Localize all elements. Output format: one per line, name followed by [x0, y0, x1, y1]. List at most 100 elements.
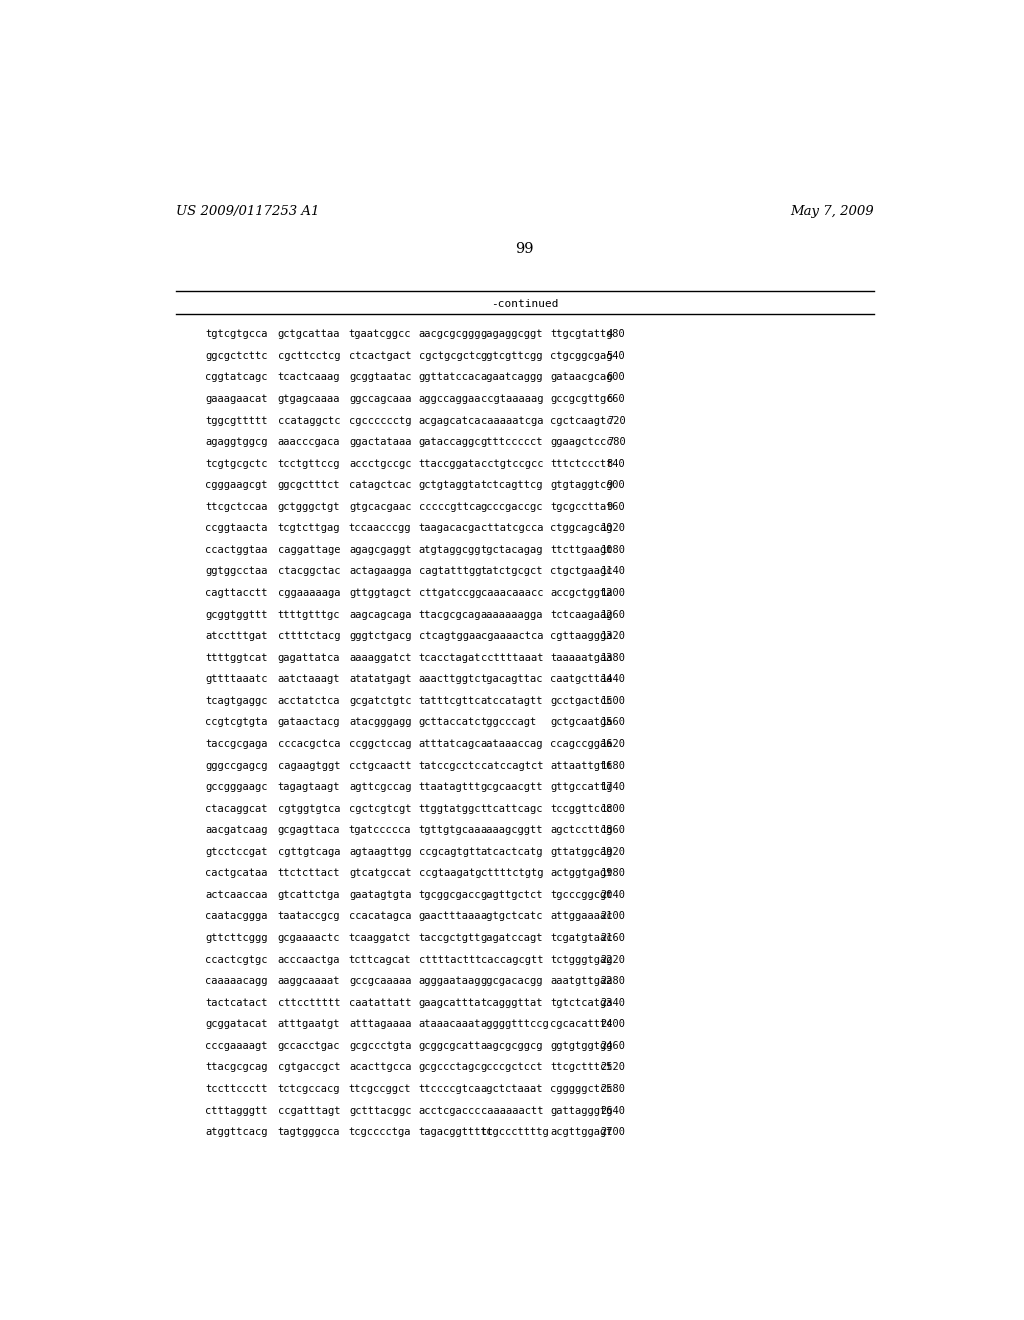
Text: ctacggctac: ctacggctac	[278, 566, 340, 577]
Text: tcctgttccg: tcctgttccg	[278, 459, 340, 469]
Text: ccgcagtgtt: ccgcagtgtt	[419, 847, 481, 857]
Text: gccacctgac: gccacctgac	[278, 1040, 340, 1051]
Text: gaatagtgta: gaatagtgta	[349, 890, 412, 900]
Text: atcactcatg: atcactcatg	[480, 847, 543, 857]
Text: tcgatgtaac: tcgatgtaac	[550, 933, 613, 942]
Text: agaatcaggg: agaatcaggg	[480, 372, 543, 383]
Text: gcccgaccgc: gcccgaccgc	[480, 502, 543, 512]
Text: aaaagcggtt: aaaagcggtt	[480, 825, 543, 836]
Text: actggtgagt: actggtgagt	[550, 869, 613, 878]
Text: ccacatagca: ccacatagca	[349, 911, 412, 921]
Text: gctgggctgt: gctgggctgt	[278, 502, 340, 512]
Text: ctacaggcat: ctacaggcat	[206, 804, 268, 813]
Text: attggaaaac: attggaaaac	[550, 911, 613, 921]
Text: gcggcgcatt: gcggcgcatt	[419, 1040, 481, 1051]
Text: ccttttaaat: ccttttaaat	[480, 653, 543, 663]
Text: gaagcattta: gaagcattta	[419, 998, 481, 1007]
Text: aggggtttccg: aggggtttccg	[480, 1019, 549, 1030]
Text: atccatagtt: atccatagtt	[480, 696, 543, 706]
Text: cgggggctcc: cgggggctcc	[550, 1084, 613, 1094]
Text: ggccagcaaa: ggccagcaaa	[349, 395, 412, 404]
Text: atgtaggcgg: atgtaggcgg	[419, 545, 481, 554]
Text: ttctcttact: ttctcttact	[278, 869, 340, 878]
Text: gctttacggc: gctttacggc	[349, 1106, 412, 1115]
Text: cgcacatttc: cgcacatttc	[550, 1019, 613, 1030]
Text: 1560: 1560	[600, 718, 626, 727]
Text: tcgtcttgag: tcgtcttgag	[278, 524, 340, 533]
Text: tgtctcatga: tgtctcatga	[550, 998, 613, 1007]
Text: 1200: 1200	[600, 589, 626, 598]
Text: ccggctccag: ccggctccag	[349, 739, 412, 748]
Text: tcgtgcgctc: tcgtgcgctc	[206, 459, 268, 469]
Text: tggcgttttt: tggcgttttt	[206, 416, 268, 425]
Text: ctcactgact: ctcactgact	[349, 351, 412, 360]
Text: cttttctacg: cttttctacg	[278, 631, 340, 642]
Text: gtcctccgat: gtcctccgat	[206, 847, 268, 857]
Text: gttatggcag: gttatggcag	[550, 847, 613, 857]
Text: ggttatccac: ggttatccac	[419, 372, 481, 383]
Text: gctgcaatga: gctgcaatga	[550, 718, 613, 727]
Text: tatttcgttc: tatttcgttc	[419, 696, 481, 706]
Text: atttgaatgt: atttgaatgt	[278, 1019, 340, 1030]
Text: ttgcgtattg: ttgcgtattg	[550, 330, 613, 339]
Text: ccgatttagt: ccgatttagt	[278, 1106, 340, 1115]
Text: ggcgacacgg: ggcgacacgg	[480, 977, 543, 986]
Text: ttaccggata: ttaccggata	[419, 459, 481, 469]
Text: ttcgctttct: ttcgctttct	[550, 1063, 613, 1072]
Text: tgcggcgacc: tgcggcgacc	[419, 890, 481, 900]
Text: atcctttgat: atcctttgat	[206, 631, 268, 642]
Text: tatctgcgct: tatctgcgct	[480, 566, 543, 577]
Text: ccgtcgtgta: ccgtcgtgta	[206, 718, 268, 727]
Text: ggcgctcttc: ggcgctcttc	[206, 351, 268, 360]
Text: tctcaagaag: tctcaagaag	[550, 610, 613, 619]
Text: atacgggagg: atacgggagg	[349, 718, 412, 727]
Text: acacttgcca: acacttgcca	[349, 1063, 412, 1072]
Text: atatatgagt: atatatgagt	[349, 675, 412, 684]
Text: ttcattcagc: ttcattcagc	[480, 804, 543, 813]
Text: ctttagggtt: ctttagggtt	[206, 1106, 268, 1115]
Text: cggaaaaaga: cggaaaaaga	[278, 589, 340, 598]
Text: 1620: 1620	[600, 739, 626, 748]
Text: 1800: 1800	[600, 804, 626, 813]
Text: agtgctcatc: agtgctcatc	[480, 911, 543, 921]
Text: gagaggcggt: gagaggcggt	[480, 330, 543, 339]
Text: ccataggctc: ccataggctc	[278, 416, 340, 425]
Text: ggaagctccc: ggaagctccc	[550, 437, 613, 447]
Text: taccgctgtt: taccgctgtt	[419, 933, 481, 942]
Text: cgctcaagtc: cgctcaagtc	[550, 416, 613, 425]
Text: 900: 900	[607, 480, 626, 490]
Text: tgatccccca: tgatccccca	[349, 825, 412, 836]
Text: ccactggtaa: ccactggtaa	[206, 545, 268, 554]
Text: 1140: 1140	[600, 566, 626, 577]
Text: ctcagtggaa: ctcagtggaa	[419, 631, 481, 642]
Text: -continued: -continued	[492, 298, 558, 309]
Text: caccagcgtt: caccagcgtt	[480, 954, 543, 965]
Text: atggttcacg: atggttcacg	[206, 1127, 268, 1137]
Text: actagaagga: actagaagga	[349, 566, 412, 577]
Text: gccgcgttgc: gccgcgttgc	[550, 395, 613, 404]
Text: gcggtggttt: gcggtggttt	[206, 610, 268, 619]
Text: tgctacagag: tgctacagag	[480, 545, 543, 554]
Text: cagaagtggt: cagaagtggt	[278, 760, 340, 771]
Text: gcgccctagc: gcgccctagc	[419, 1063, 481, 1072]
Text: gccgggaagc: gccgggaagc	[206, 781, 268, 792]
Text: 1080: 1080	[600, 545, 626, 554]
Text: aggccaggaa: aggccaggaa	[419, 395, 481, 404]
Text: cagtatttgg: cagtatttgg	[419, 566, 481, 577]
Text: caatattatt: caatattatt	[349, 998, 412, 1007]
Text: gcgagttaca: gcgagttaca	[278, 825, 340, 836]
Text: gttggtagct: gttggtagct	[349, 589, 412, 598]
Text: taaaaatgaa: taaaaatgaa	[550, 653, 613, 663]
Text: gcctgactcc: gcctgactcc	[550, 696, 613, 706]
Text: tcagggttat: tcagggttat	[480, 998, 543, 1007]
Text: caaaaacagg: caaaaacagg	[206, 977, 268, 986]
Text: ttttggtcat: ttttggtcat	[206, 653, 268, 663]
Text: aaacttggtc: aaacttggtc	[419, 675, 481, 684]
Text: gtgagcaaaa: gtgagcaaaa	[278, 395, 340, 404]
Text: tccttccctt: tccttccctt	[206, 1084, 268, 1094]
Text: agaggtggcg: agaggtggcg	[206, 437, 268, 447]
Text: gcgatctgtc: gcgatctgtc	[349, 696, 412, 706]
Text: cgctcgtcgt: cgctcgtcgt	[349, 804, 412, 813]
Text: 2040: 2040	[600, 890, 626, 900]
Text: 99: 99	[515, 242, 535, 256]
